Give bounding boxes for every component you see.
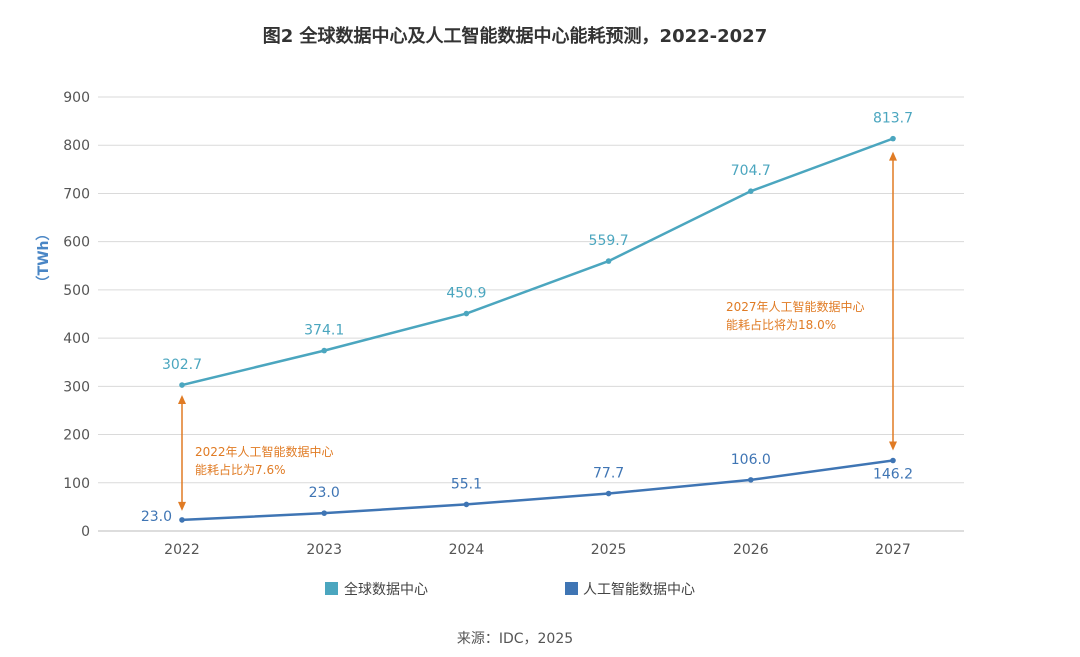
y-tick-label: 300: [63, 379, 90, 395]
legend-label-ai: 人工智能数据中心: [583, 582, 695, 598]
data-label: 146.2: [873, 466, 913, 482]
data-label: 450.9: [446, 286, 486, 302]
y-tick-label: 900: [63, 90, 90, 106]
data-label: 302.7: [162, 357, 202, 373]
legend: 全球数据中心 人工智能数据中心: [325, 581, 695, 598]
x-tick-label: 2023: [306, 542, 342, 558]
arrow-head-up: [178, 395, 186, 405]
data-point: [463, 501, 470, 508]
data-point: [463, 310, 470, 317]
arrow-head-down: [889, 441, 897, 451]
data-point: [605, 258, 612, 264]
y-tick-label: 600: [63, 235, 90, 251]
annotation-line: 2027年人工智能数据中心: [726, 299, 865, 314]
y-axis-label: （TWh）: [36, 227, 52, 290]
data-point: [179, 517, 185, 523]
y-tick-label: 0: [81, 524, 90, 540]
data-label: 77.7: [593, 466, 624, 482]
data-point: [890, 135, 896, 142]
legend-swatch-global: [325, 582, 338, 595]
x-axis-ticks: 2022 2023 2024 2025 2026 2027: [164, 542, 911, 558]
data-point: [179, 382, 185, 388]
y-tick-label: 500: [63, 283, 90, 299]
series-line-0: [181, 137, 894, 387]
data-point: [321, 510, 328, 516]
data-label: 106.0: [731, 452, 771, 468]
x-tick-label: 2026: [733, 542, 769, 558]
data-point: [890, 457, 896, 464]
x-tick-label: 2027: [875, 542, 911, 558]
data-point: [605, 490, 612, 497]
y-tick-label: 100: [63, 476, 90, 492]
data-point: [321, 347, 328, 354]
arrow-head-down: [178, 501, 186, 511]
annotation-line: 能耗占比将为18.0%: [726, 317, 836, 332]
x-tick-label: 2025: [591, 542, 627, 558]
data-label: 559.7: [589, 233, 629, 249]
x-tick-label: 2024: [449, 542, 485, 558]
y-tick-label: 400: [63, 331, 90, 347]
data-label: 704.7: [731, 163, 771, 179]
series-line-1: [181, 459, 894, 522]
annotation-line: 能耗占比为7.6%: [195, 462, 286, 477]
data-label: 23.0: [309, 485, 340, 501]
annotation-line: 2022年人工智能数据中心: [195, 444, 334, 459]
legend-swatch-ai: [565, 582, 578, 595]
data-point: [748, 188, 754, 194]
data-label: 55.1: [451, 476, 482, 492]
chart-title: 图2 全球数据中心及人工智能数据中心能耗预测，2022-2027: [263, 25, 767, 47]
y-tick-label: 800: [63, 138, 90, 154]
data-point: [748, 477, 754, 483]
y-tick-label: 200: [63, 428, 90, 444]
arrow-head-up: [889, 151, 897, 161]
source-note: 来源：IDC，2025: [457, 631, 573, 647]
data-label: 374.1: [304, 323, 344, 339]
series-lines: 302.7 374.1 450.9 559.7 704.7 813.7 23.0 23.0 55…: [141, 111, 913, 525]
y-tick-label: 700: [63, 186, 90, 202]
legend-label-global: 全球数据中心: [344, 581, 428, 598]
y-axis-ticks: 0 100 200 300 400 500 600 700 800 900: [63, 90, 90, 540]
x-tick-label: 2022: [164, 542, 200, 558]
data-label: 813.7: [873, 111, 913, 127]
data-label: 23.0: [141, 509, 172, 525]
share-arrows: [178, 151, 897, 511]
